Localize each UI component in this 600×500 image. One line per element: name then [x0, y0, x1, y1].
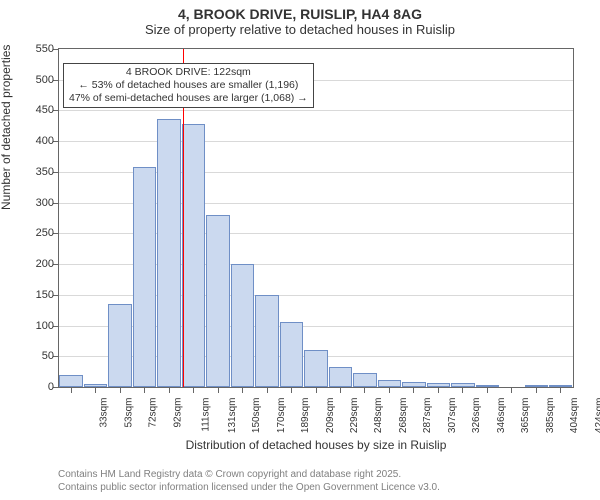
x-tick — [71, 388, 72, 393]
histogram-bar — [280, 322, 303, 387]
x-tick-label: 170sqm — [276, 398, 287, 434]
annotation-line: ← 53% of detached houses are smaller (1,… — [69, 79, 308, 92]
gridline — [59, 110, 573, 111]
x-tick-label: 326sqm — [471, 398, 482, 434]
x-tick — [536, 388, 537, 393]
histogram-bar — [255, 295, 278, 387]
x-tick — [316, 388, 317, 393]
annotation-box: 4 BROOK DRIVE: 122sqm← 53% of detached h… — [63, 63, 314, 108]
histogram-bar — [206, 215, 229, 387]
y-tick-label: 300 — [14, 197, 54, 209]
x-tick — [487, 388, 488, 393]
x-tick — [389, 388, 390, 393]
histogram-bar — [525, 385, 548, 387]
y-tick-label: 0 — [14, 381, 54, 393]
histogram-bar — [329, 367, 352, 387]
histogram-bar — [549, 385, 572, 387]
x-tick — [218, 388, 219, 393]
x-tick — [340, 388, 341, 393]
x-tick-label: 229sqm — [349, 398, 360, 434]
x-tick-label: 307sqm — [447, 398, 458, 434]
histogram-bar — [402, 382, 425, 387]
y-tick-label: 350 — [14, 166, 54, 178]
x-tick — [413, 388, 414, 393]
x-tick — [364, 388, 365, 393]
x-tick-label: 346sqm — [496, 398, 507, 434]
y-axis-label: Number of detached properties — [0, 45, 13, 210]
x-tick-label: 287sqm — [423, 398, 434, 434]
x-tick-label: 131sqm — [227, 398, 238, 434]
y-tick-label: 400 — [14, 135, 54, 147]
annotation-line: 4 BROOK DRIVE: 122sqm — [69, 66, 308, 79]
chart-subtitle: Size of property relative to detached ho… — [0, 22, 600, 41]
histogram-bar — [304, 350, 327, 387]
x-tick-label: 72sqm — [148, 398, 159, 428]
footer-line-1: Contains HM Land Registry data © Crown c… — [58, 469, 574, 482]
histogram-bar — [353, 373, 376, 387]
histogram-bar — [84, 384, 107, 387]
histogram-bar — [378, 380, 401, 387]
histogram-bar — [182, 124, 205, 387]
annotation-line: 47% of semi-detached houses are larger (… — [69, 92, 308, 105]
histogram-bar — [231, 264, 254, 387]
x-tick-label: 53sqm — [123, 398, 134, 428]
histogram-bar — [133, 167, 156, 387]
y-tick-label: 500 — [14, 74, 54, 86]
x-tick — [193, 388, 194, 393]
x-tick-label: 404sqm — [569, 398, 580, 434]
histogram-bar — [157, 119, 180, 387]
y-tick-label: 450 — [14, 104, 54, 116]
footer-attribution: Contains HM Land Registry data © Crown c… — [58, 469, 574, 494]
footer-line-2: Contains public sector information licen… — [58, 482, 574, 495]
gridline — [59, 141, 573, 142]
x-tick-label: 33sqm — [99, 398, 110, 428]
x-axis-label: Distribution of detached houses by size … — [58, 438, 574, 452]
chart-title: 4, BROOK DRIVE, RUISLIP, HA4 8AG — [0, 0, 600, 22]
x-tick-label: 189sqm — [300, 398, 311, 434]
x-tick-label: 248sqm — [374, 398, 385, 434]
x-tick-label: 365sqm — [520, 398, 531, 434]
x-tick-label: 268sqm — [398, 398, 409, 434]
x-tick-label: 150sqm — [251, 398, 262, 434]
y-tick-label: 100 — [14, 320, 54, 332]
histogram-bar — [59, 375, 82, 387]
x-tick — [95, 388, 96, 393]
y-tick-label: 150 — [14, 289, 54, 301]
plot-area: 4 BROOK DRIVE: 122sqm← 53% of detached h… — [58, 48, 574, 388]
x-tick — [560, 388, 561, 393]
y-tick-label: 250 — [14, 227, 54, 239]
x-tick — [462, 388, 463, 393]
x-tick — [511, 388, 512, 393]
y-tick-label: 50 — [14, 350, 54, 362]
x-tick — [169, 388, 170, 393]
y-tick-label: 550 — [14, 43, 54, 55]
x-tick — [291, 388, 292, 393]
x-tick-label: 424sqm — [594, 398, 600, 434]
x-tick — [120, 388, 121, 393]
x-tick-label: 209sqm — [325, 398, 336, 434]
x-tick-label: 92sqm — [172, 398, 183, 428]
x-tick — [438, 388, 439, 393]
histogram-bar — [108, 304, 131, 387]
x-tick-label: 111sqm — [201, 398, 212, 432]
x-tick — [267, 388, 268, 393]
x-tick — [144, 388, 145, 393]
histogram-bar — [476, 385, 499, 387]
x-tick — [242, 388, 243, 393]
histogram-bar — [451, 383, 474, 387]
histogram-bar — [427, 383, 450, 387]
y-tick-label: 200 — [14, 258, 54, 270]
x-tick-label: 385sqm — [545, 398, 556, 434]
